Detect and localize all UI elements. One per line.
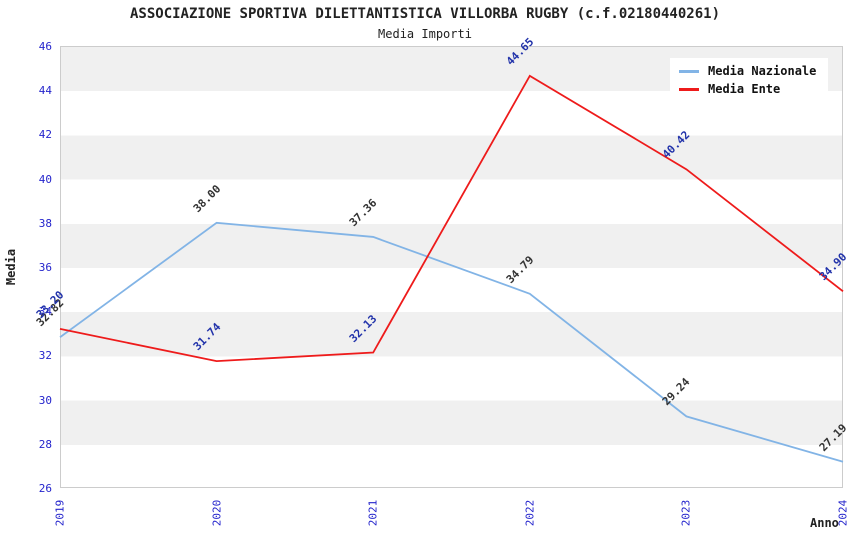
legend-swatch-media-nazionale-icon — [679, 69, 699, 73]
y-tick-label: 42 — [38, 128, 52, 142]
series-line-media-nazionale — [59, 221, 844, 463]
plot-area — [60, 46, 843, 488]
y-tick-label: 34 — [38, 305, 52, 319]
x-tick-label: 2023 — [679, 499, 693, 527]
legend-swatch-media-ente-icon — [679, 87, 699, 91]
y-tick-label: 28 — [38, 437, 52, 451]
y-tick-label: 26 — [38, 482, 52, 495]
x-tick-label: 2022 — [523, 499, 537, 527]
y-tick-label: 38 — [38, 216, 52, 230]
series-line-media-ente — [59, 74, 844, 363]
legend-item-media-nazionale: Media Nazionale — [679, 65, 816, 77]
x-axis-title: Anno — [810, 516, 839, 530]
legend-item-media-ente: Media Ente — [679, 83, 816, 95]
legend: Media Nazionale Media Ente — [670, 58, 829, 102]
x-tick-label: 2019 — [53, 499, 67, 527]
y-tick-label: 44 — [38, 84, 52, 98]
chart-title: ASSOCIAZIONE SPORTIVA DILETTANTISTICA VI… — [129, 6, 720, 22]
legend-label-media-nazionale: Media Nazionale — [708, 64, 817, 78]
y-tick-label: 30 — [38, 393, 52, 407]
x-tick-label: 2020 — [210, 499, 224, 527]
legend-label-media-ente: Media Ente — [708, 82, 781, 96]
y-axis-title: Media — [4, 248, 18, 286]
y-tick-label: 46 — [38, 40, 52, 53]
y-tick-label: 36 — [38, 261, 52, 274]
y-tick-label: 40 — [38, 172, 52, 186]
chart-subtitle: Media Importi — [378, 27, 472, 41]
x-tick-label: 2021 — [366, 499, 380, 527]
y-tick-label: 32 — [38, 349, 52, 363]
